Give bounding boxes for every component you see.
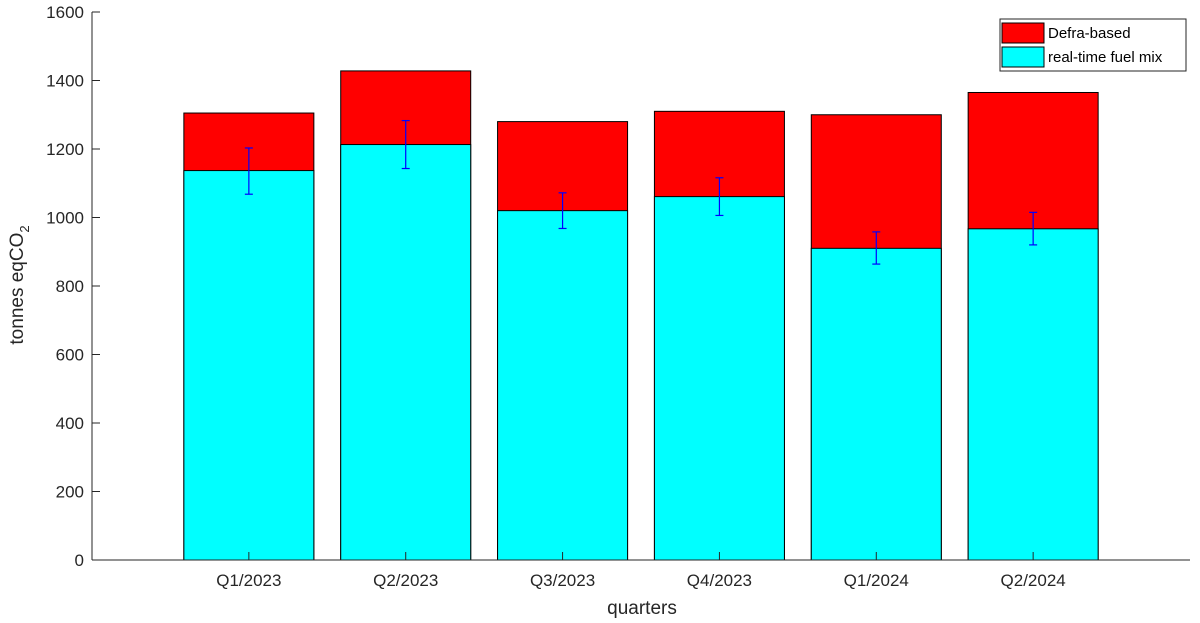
x-tick-label-6: Q2/2024 [1001,571,1066,590]
legend-swatch-real-time-fuel-mix [1001,46,1045,68]
y-tick-label-1000: 1000 [46,209,84,228]
y-tick-label-400: 400 [56,414,84,433]
y-axis-label-main: tonnes eqCO [7,233,28,345]
bar-real-time-fuel-mix-4 [653,196,785,561]
errorbars-layer [244,119,1038,265]
y-tick-label-0: 0 [75,551,84,570]
bar-real-time-fuel-mix-6 [967,228,1099,561]
y-tick-label-600: 600 [56,346,84,365]
bar-real-time-fuel-mix-3 [497,210,629,561]
y-tick-label-1600: 1600 [46,3,84,22]
y-tick-label-1200: 1200 [46,140,84,159]
x-tick-label-4: Q4/2023 [687,571,752,590]
y-tick-label-800: 800 [56,277,84,296]
x-tick-label-3: Q3/2023 [530,571,595,590]
y-tick-label-200: 200 [56,483,84,502]
legend-label-real-time-fuel-mix: real-time fuel mix [1048,49,1163,66]
y-axis-label-subscript: 2 [17,225,32,232]
y-axis-label: tonnes eqCO2 [7,225,32,344]
legend-swatch-defra-based [1001,22,1045,44]
y-tick-label-1400: 1400 [46,72,84,91]
bar-real-time-fuel-mix-1 [183,170,315,561]
x-tick-label-5: Q1/2024 [844,571,909,590]
x-tick-label-1: Q1/2023 [216,571,281,590]
legend-label-defra-based: Defra-based [1048,25,1131,42]
x-axis-label: quarters [607,598,677,619]
axes-layer: 0 200 400 600 800 1000 1200 1400 1600 Q1/2023 Q2/2… [46,3,1190,590]
bar-real-time-fuel-mix-5 [810,247,942,561]
bars-layer [183,70,1099,561]
x-tick-label-2: Q2/2023 [373,571,438,590]
legend: Defra-based real-time fuel mix [999,18,1187,72]
bar-real-time-fuel-mix-2 [340,144,472,561]
